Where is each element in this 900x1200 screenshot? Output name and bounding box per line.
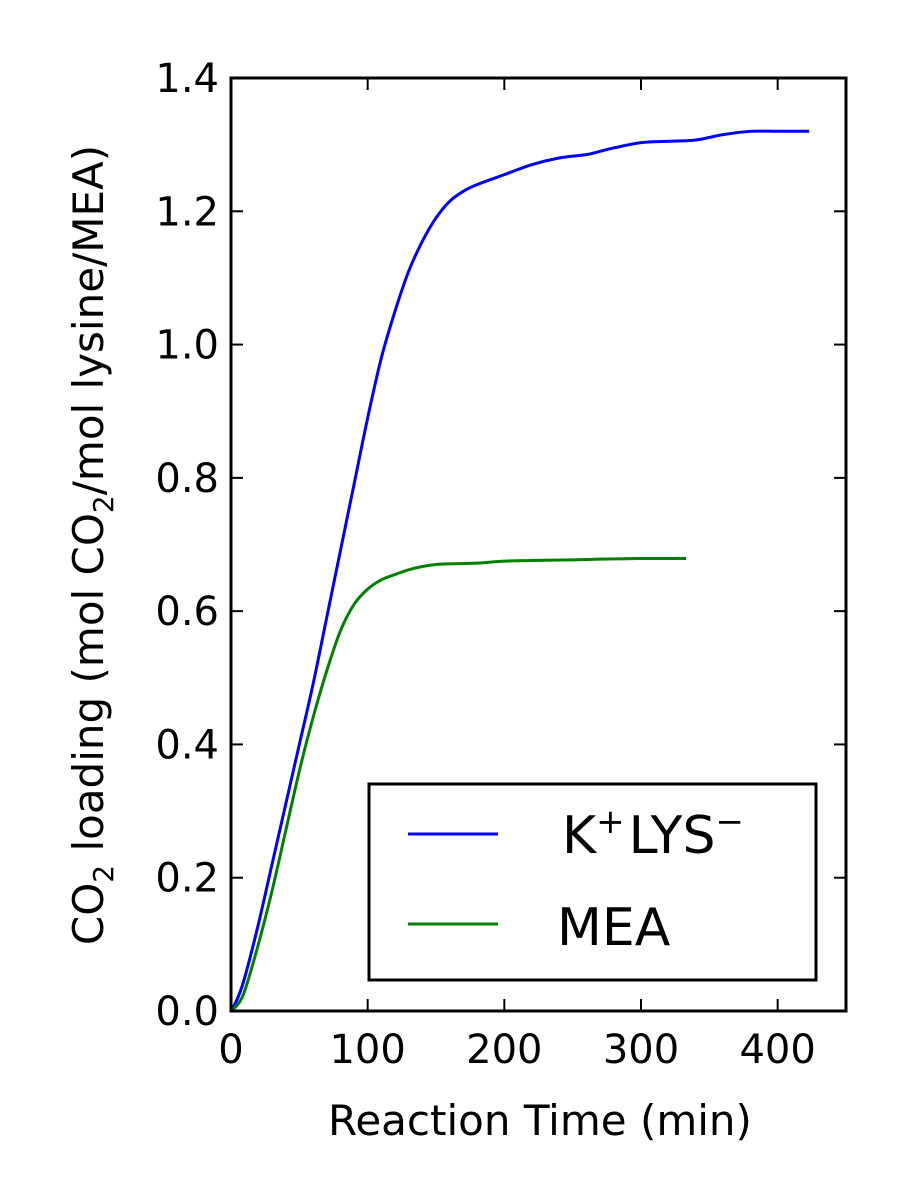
y-tick-label: 0.2 (155, 856, 219, 902)
legend-box (367, 782, 818, 982)
y-axis-label-part: loading (mol CO (64, 513, 113, 865)
axes: 0 100 200 300 400 0.0 0.2 0.4 0.6 0.8 1.0 1.2 1.4 (155, 56, 848, 1073)
x-tick-label: 400 (739, 1027, 815, 1073)
y-axis-label-subscript: 2 (87, 865, 120, 883)
legend-label-superscript: + (596, 802, 625, 842)
y-axis-label: CO2 loading (mol CO2/mol lysine/MEA) (64, 145, 120, 945)
x-tick-label: 100 (329, 1027, 405, 1073)
x-tick-label: 300 (603, 1027, 679, 1073)
series-line-mea (229, 556, 687, 1013)
y-axis-label-part: CO (64, 883, 113, 945)
y-axis-label-part: /mol lysine/MEA) (64, 145, 113, 495)
plot-area (229, 129, 810, 1013)
y-axis-label-subscript: 2 (87, 495, 120, 513)
y-tick-label: 0.6 (155, 589, 219, 635)
legend: K+LYS− MEA (367, 782, 818, 982)
x-tick-label: 0 (218, 1027, 243, 1073)
series-line-klys (229, 129, 810, 1012)
y-tick-label: 1.4 (155, 56, 219, 102)
legend-label-mea: MEA (557, 898, 671, 958)
y-tick-label: 1.2 (155, 189, 219, 235)
x-tick-label: 200 (466, 1027, 542, 1073)
legend-label-part: K (562, 806, 598, 866)
y-tick-label: 1.0 (155, 323, 219, 369)
y-tick-label: 0.8 (155, 456, 219, 502)
x-axis-label: Reaction Time (min) (328, 1096, 752, 1145)
legend-label-part: LYS (629, 806, 716, 866)
plot-frame (229, 76, 848, 1013)
y-tick-label: 0.4 (155, 722, 219, 768)
legend-label-superscript: − (715, 802, 744, 842)
y-tick-label: 0.0 (155, 989, 219, 1035)
legend-label-klys: K+LYS− (562, 802, 744, 866)
